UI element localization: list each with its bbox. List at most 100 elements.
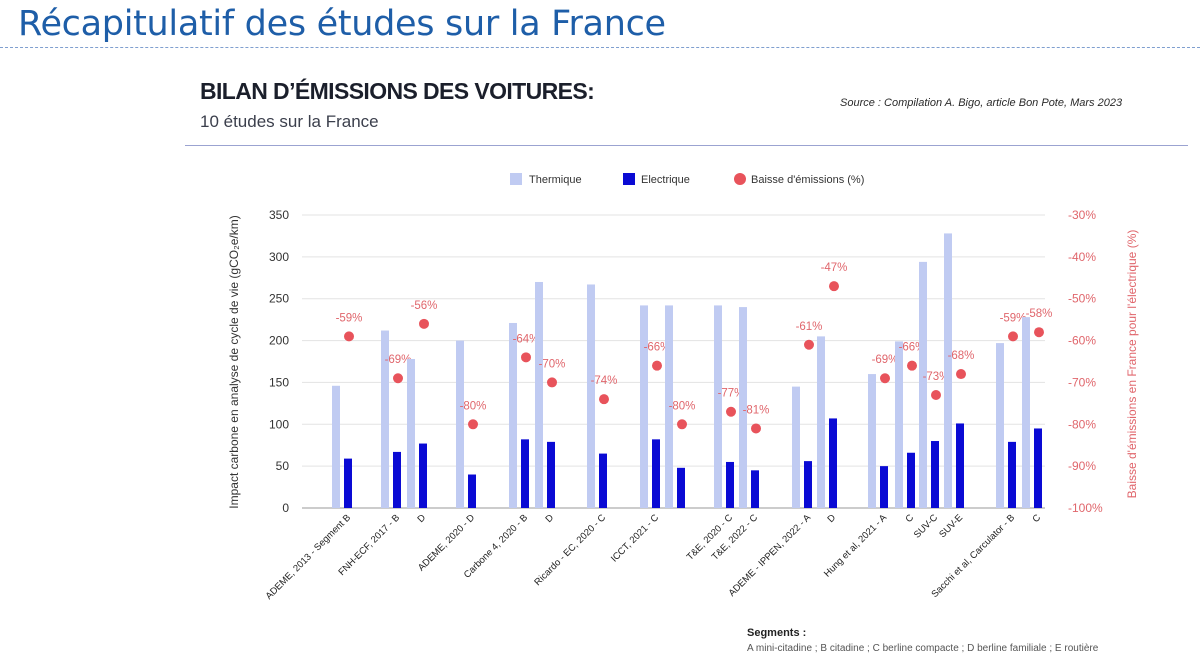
baisse-data-label: -69%: [872, 354, 899, 366]
baisse-point: [726, 406, 736, 417]
x-category-label: D: [825, 512, 838, 525]
chart-subheading: 10 études sur la France: [200, 112, 379, 131]
legend-label-thermique: Thermique: [529, 174, 582, 186]
bar-thermique: [332, 385, 340, 508]
bar-electrique: [751, 470, 759, 508]
baisse-data-label: -70%: [539, 358, 566, 370]
baisse-point: [880, 373, 890, 384]
baisse-point: [468, 419, 478, 430]
baisse-point: [907, 360, 917, 371]
x-category-label: SUV-C: [912, 512, 940, 540]
y2-tick-label: -80%: [1068, 417, 1096, 431]
baisse-point: [804, 339, 814, 350]
bar-thermique: [587, 284, 595, 508]
bar-electrique: [1008, 441, 1016, 508]
baisse-point: [1008, 331, 1018, 342]
bar-thermique: [407, 358, 415, 508]
y-tick-label: 0: [282, 501, 289, 515]
bar-electrique: [521, 439, 529, 508]
baisse-data-label: -47%: [821, 262, 848, 274]
baisse-data-label: -66%: [644, 342, 671, 354]
bar-electrique: [547, 441, 555, 508]
bar-thermique: [868, 374, 876, 508]
baisse-data-label: -68%: [948, 350, 975, 362]
baisse-point: [547, 377, 557, 388]
bar-thermique: [944, 233, 952, 508]
x-category-label: D: [543, 512, 556, 525]
header-divider: [185, 145, 1188, 146]
baisse-data-label: -81%: [743, 404, 770, 416]
y-tick-label: 150: [269, 375, 289, 389]
x-category-label: SUV-E: [937, 512, 965, 540]
bar-thermique: [1022, 317, 1030, 508]
x-category-label: ICCT, 2021 - C: [609, 512, 661, 564]
legend-label-electrique: Electrique: [641, 174, 690, 186]
y-tick-label: 50: [276, 459, 290, 473]
baisse-point: [956, 369, 966, 380]
y-tick-label: 100: [269, 417, 289, 431]
y2-tick-label: -50%: [1068, 292, 1096, 306]
baisse-data-label: -80%: [669, 400, 696, 412]
x-category-label: Sacchi et al, Carculator - B: [929, 512, 1017, 600]
y2-tick-label: -90%: [1068, 459, 1096, 473]
bar-thermique: [895, 341, 903, 508]
bar-electrique: [829, 418, 837, 508]
x-category-label: D: [415, 512, 428, 525]
bar-electrique: [726, 461, 734, 508]
source-note: Source : Compilation A. Bigo, article Bo…: [840, 97, 1123, 109]
chart-heading: BILAN D’ÉMISSIONS DES VOITURES:: [200, 78, 595, 104]
y-tick-label: 200: [269, 334, 289, 348]
bar-thermique: [381, 330, 389, 508]
y2-tick-label: -60%: [1068, 334, 1096, 348]
bar-thermique: [640, 305, 648, 508]
y-tick-label: 300: [269, 250, 289, 264]
baisse-point: [599, 394, 609, 405]
bar-electrique: [599, 453, 607, 508]
bar-thermique: [792, 386, 800, 508]
baisse-point: [829, 281, 839, 292]
baisse-point: [931, 389, 941, 400]
legend-label-baisse: Baisse d'émissions (%): [751, 174, 864, 186]
y2-tick-label: -100%: [1068, 501, 1103, 515]
bar-electrique: [804, 461, 812, 508]
baisse-data-label: -74%: [591, 375, 618, 387]
bar-thermique: [456, 340, 464, 508]
bar-thermique: [919, 261, 927, 508]
baisse-point: [1034, 327, 1044, 338]
segments-title: Segments :: [747, 627, 807, 639]
baisse-data-label: -58%: [1026, 308, 1053, 320]
bar-thermique: [739, 307, 747, 508]
bar-electrique: [468, 474, 476, 508]
bar-thermique: [714, 305, 722, 508]
bar-electrique: [931, 441, 939, 508]
bar-electrique: [393, 451, 401, 508]
bar-thermique: [665, 305, 673, 508]
legend-marker-baisse: [734, 173, 746, 185]
bar-electrique: [419, 443, 427, 508]
baisse-data-label: -56%: [411, 300, 438, 312]
bar-thermique: [509, 322, 517, 508]
y-axis-title: Impact carbone en analyse de cycle de vi…: [227, 215, 241, 508]
legend-swatch-thermique: [510, 173, 522, 185]
bar-electrique: [652, 439, 660, 508]
legend-swatch-electrique: [623, 173, 635, 185]
baisse-data-label: -61%: [796, 321, 823, 333]
slide-title: Récapitulatif des études sur la France: [18, 4, 666, 44]
baisse-point: [393, 373, 403, 384]
bar-thermique: [535, 281, 543, 508]
bar-thermique: [996, 343, 1004, 508]
x-category-label: ADEME, 2013 - Segment B: [264, 512, 354, 602]
title-divider: [0, 47, 1200, 48]
baisse-data-label: -69%: [385, 354, 412, 366]
y2-tick-label: -70%: [1068, 375, 1096, 389]
y2-tick-label: -30%: [1068, 208, 1096, 222]
baisse-data-label: -80%: [460, 400, 487, 412]
bar-electrique: [344, 458, 352, 508]
baisse-data-label: -73%: [923, 371, 950, 383]
baisse-point: [652, 360, 662, 371]
baisse-data-label: -59%: [336, 312, 363, 324]
y-tick-label: 350: [269, 208, 289, 222]
y-tick-label: 250: [269, 292, 289, 306]
bar-electrique: [677, 467, 685, 508]
